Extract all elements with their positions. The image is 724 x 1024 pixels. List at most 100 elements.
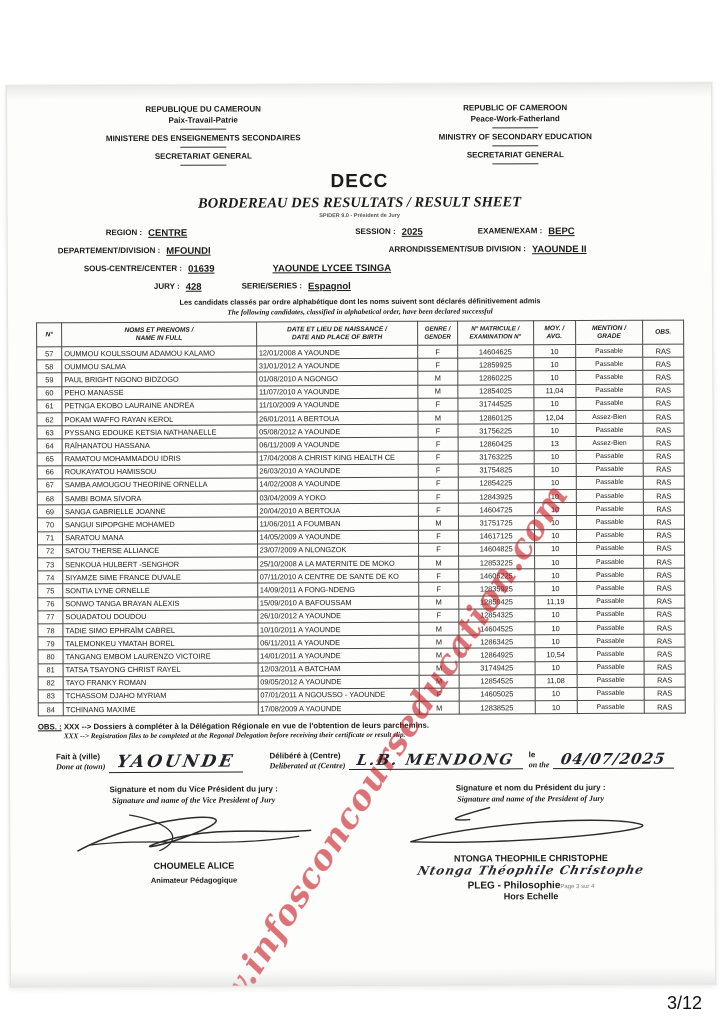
department-label: DEPARTEMENT/DIVISION :	[57, 245, 161, 256]
done-at-label-fr: Fait à (ville)	[55, 751, 100, 762]
birth-cell: 09/05/2012 A YAOUNDE	[257, 674, 420, 689]
birth-cell: 06/11/2011 A YAOUNDE	[257, 635, 420, 650]
mention-cell: Passable	[576, 673, 645, 688]
deliberated-at-label-fr: Délibéré à (Centre)	[269, 750, 341, 761]
row-number-cell: 76	[37, 597, 63, 611]
matricule-cell: 14604625	[457, 344, 534, 359]
obs-cell: RAS	[643, 410, 685, 424]
gender-cell: F	[418, 503, 459, 517]
matricule-cell: 12859425	[458, 595, 535, 609]
vice-president-title: Animateur Pédagogique	[150, 875, 238, 885]
name-cell: PEHO MANASSE	[61, 385, 257, 400]
mention-cell: Passable	[576, 476, 644, 490]
secretariat-fr: SECRETARIAT GENERAL	[154, 151, 252, 161]
average-cell: 10	[534, 608, 577, 622]
gender-cell: F	[418, 529, 459, 544]
birth-cell: 14/01/2011 A YAOUNDE	[257, 648, 420, 663]
birth-cell: 17/04/2008 A CHRIST KING HEALTH CE	[256, 450, 419, 465]
table-header-row: N° NOMS ET PRENOMS / NAME IN FULL DATE ET…	[36, 320, 684, 347]
name-cell: TCHINANG MAXIME	[63, 702, 258, 717]
row-number-cell: 83	[38, 689, 64, 703]
mention-cell: Passable	[575, 462, 644, 477]
country-en: REPUBLIC OF CAMEROON	[463, 103, 568, 113]
birth-cell: 05/08/2012 A YAOUNDE	[256, 424, 419, 439]
gender-cell: M	[419, 701, 460, 715]
obs-label: OBS. :	[37, 722, 62, 732]
average-cell: 10	[533, 357, 576, 372]
average-cell: 10	[533, 423, 576, 438]
mention-cell: Passable	[575, 423, 644, 437]
name-cell: SAMBA AMOUGOU THEORINE ORNELLA	[62, 477, 257, 492]
col-obs: OBS.	[642, 320, 684, 345]
obs-note: OBS. : XXX --> Dossiers à compléter à la…	[38, 720, 686, 742]
col-birth: DATE ET LIEU DE NAISSANCE / DATE AND PLAC…	[256, 321, 418, 346]
row-number-cell: 74	[37, 570, 63, 585]
mention-cell: Passable	[576, 634, 645, 648]
matricule-cell: 31751725	[458, 516, 535, 530]
birth-cell: 12/01/2008 A YAOUNDE	[256, 345, 418, 360]
name-cell: OUMMOU KOULSSOUM ADAMOU KALAMO	[61, 345, 257, 360]
col-average: MOY. / AVG.	[533, 320, 576, 345]
matricule-cell: 31749425	[458, 661, 535, 675]
average-cell: 12,04	[533, 410, 576, 424]
gender-cell: F	[418, 424, 458, 438]
average-cell: 10	[533, 489, 577, 503]
vice-president-signature-label-fr: Signature et nom du Vice Président du ju…	[109, 784, 278, 794]
row-number-cell: 75	[37, 584, 63, 598]
matricule-cell: 14617125	[458, 529, 535, 543]
letterhead: REPUBLIQUE DU CAMEROUN Paix-Travail-Patr…	[35, 102, 683, 171]
matricule-cell: 12854025	[457, 384, 534, 398]
matricule-cell: 12860425	[457, 437, 534, 451]
name-cell: SATOU THERSE ALLIANCE	[62, 543, 258, 558]
series-value: Espagnol	[308, 281, 351, 293]
gender-cell: M	[418, 516, 459, 530]
gender-cell: F	[418, 490, 459, 504]
average-cell: 11,08	[534, 674, 577, 688]
birth-cell: 11/07/2010 A YAOUNDE	[256, 384, 419, 399]
deliberated-at-value-handwritten: L.B. MENDONG	[355, 750, 517, 769]
obs-cell: RAS	[643, 581, 685, 595]
matricule-cell: 14605025	[458, 687, 535, 702]
name-cell: SIYAMZE SIME FRANCE DUVALE	[62, 570, 258, 585]
done-at-value-handwritten: YAOUNDE	[115, 751, 238, 772]
center-label: SOUS-CENTRE/CENTER :	[83, 263, 183, 274]
mention-cell: Passable	[575, 357, 643, 371]
matricule-cell: 12854525	[458, 674, 535, 688]
matricule-cell: 12860125	[457, 410, 534, 425]
name-cell: RAÏHANATOU HASSANA	[62, 438, 257, 453]
gender-cell: F	[418, 463, 458, 478]
row-number-cell: 84	[38, 702, 64, 717]
viewer-page-indicator: 3/12	[666, 993, 702, 1013]
matricule-cell: 12843925	[458, 489, 534, 504]
row-number-cell: 82	[38, 676, 64, 690]
obs-cell: RAS	[643, 594, 685, 609]
obs-cell: RAS	[644, 660, 686, 674]
president-grade: PLEG - Philosophie	[467, 879, 561, 892]
mention-cell: Passable	[575, 383, 643, 398]
results-table-container: N° NOMS ET PRENOMS / NAME IN FULL DATE ET…	[36, 320, 686, 988]
mention-cell: Passable	[575, 344, 643, 358]
signature-labels: Signature et nom du Vice Président du ju…	[38, 782, 687, 903]
mention-cell: Passable	[576, 528, 644, 543]
matricule-cell: 14604725	[458, 502, 534, 517]
average-cell: 10	[533, 344, 576, 358]
series-label: SERIE/SERIES :	[241, 281, 303, 291]
closing-row: Fait à (ville) Done at (town) YAOUNDE Dé…	[38, 749, 686, 773]
name-cell: TCHASSOM DJAHO MYRIAM	[63, 688, 258, 703]
org-title: DECC	[330, 170, 389, 193]
matricule-cell: 31744525	[457, 397, 534, 412]
name-cell: SONWO TANGA BRAYAN ALEXIS	[62, 596, 258, 611]
row-number-cell: 72	[37, 544, 63, 558]
center-name: YAOUNDE LYCEE TSINGA	[272, 262, 392, 275]
row-number-cell: 57	[36, 346, 62, 361]
matricule-cell: 14604825	[458, 542, 535, 557]
document-title: BORDEREAU DES RESULTATS / RESULT SHEET	[198, 194, 522, 212]
name-cell: SONTIA LYNE ORNELLE	[62, 583, 258, 598]
birth-cell: 01/08/2010 A NGONGO	[256, 371, 419, 386]
name-cell: ROUKAYATOU HAMISSOU	[62, 464, 257, 479]
row-number-cell: 61	[36, 399, 63, 413]
exam-value: BEPC	[548, 226, 575, 238]
average-cell: 10	[534, 542, 577, 556]
col-gender: GENRE / GENDER	[417, 321, 458, 346]
date-label-fr: le	[528, 749, 536, 760]
